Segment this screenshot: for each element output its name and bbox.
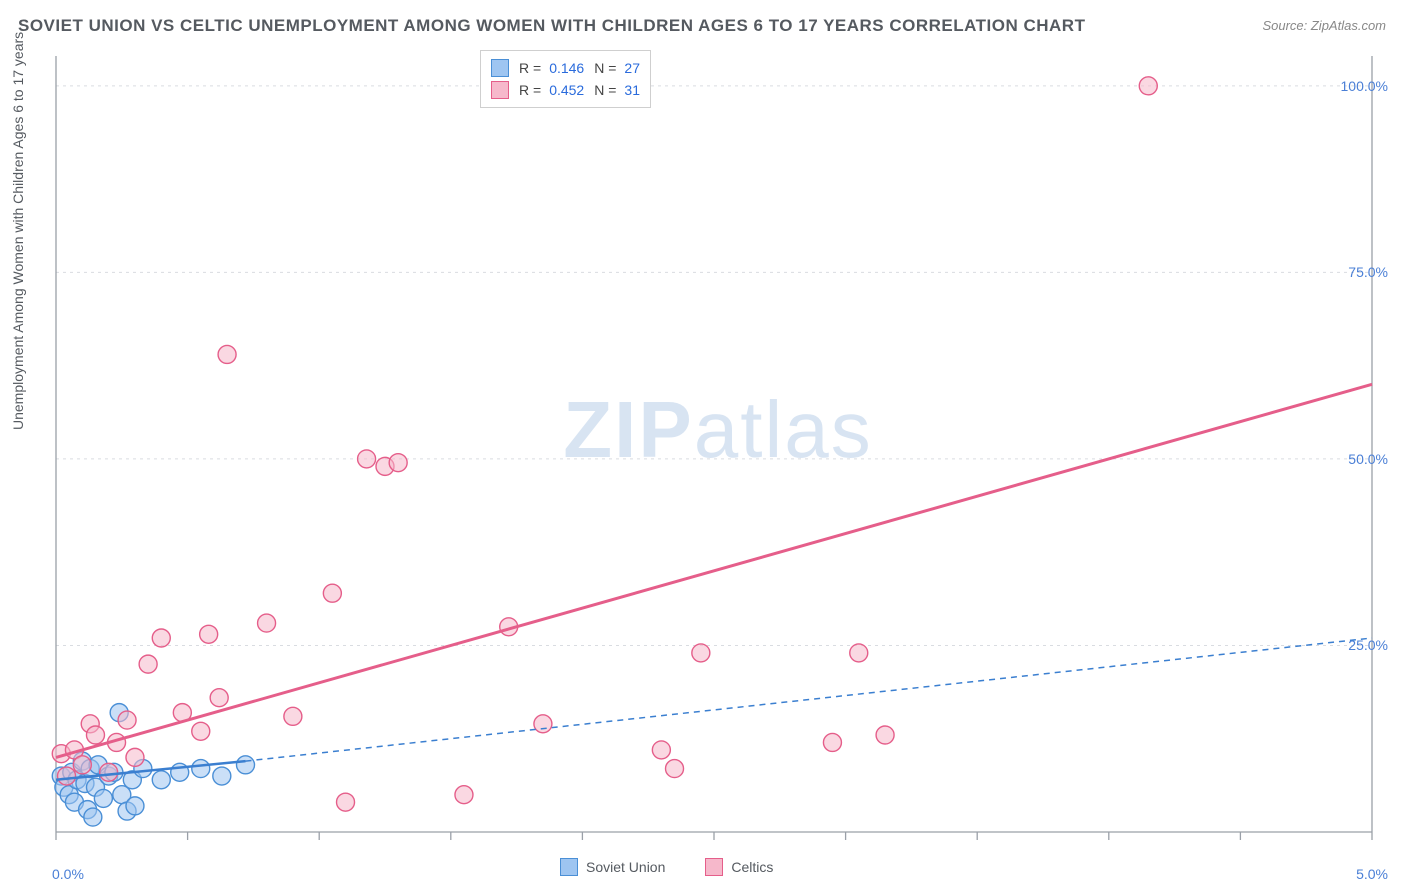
bottom-legend: Soviet Union Celtics <box>560 858 773 876</box>
y-tick-label: 50.0% <box>1348 451 1388 467</box>
legend-stats-box: R = 0.146 N = 27 R = 0.452 N = 31 <box>480 50 651 108</box>
x-axis-max-label: 5.0% <box>1356 866 1388 882</box>
scatter-chart-svg <box>50 46 1386 846</box>
chart-area: ZIPatlas <box>50 46 1386 846</box>
y-tick-label: 25.0% <box>1348 637 1388 653</box>
chart-title: SOVIET UNION VS CELTIC UNEMPLOYMENT AMON… <box>18 16 1085 36</box>
y-axis-label: Unemployment Among Women with Children A… <box>10 32 26 430</box>
y-tick-label: 75.0% <box>1348 264 1388 280</box>
legend-item-celtics: Celtics <box>705 858 773 876</box>
y-tick-label: 100.0% <box>1341 78 1388 94</box>
x-axis-min-label: 0.0% <box>52 866 84 882</box>
legend-swatch-celtics <box>705 858 723 876</box>
r-label: R = <box>519 57 541 79</box>
legend-item-soviet: Soviet Union <box>560 858 665 876</box>
legend-swatch-soviet <box>491 59 509 77</box>
legend-label-celtics: Celtics <box>731 859 773 875</box>
n-label: N = <box>594 57 616 79</box>
legend-label-soviet: Soviet Union <box>586 859 665 875</box>
r-label: R = <box>519 79 541 101</box>
n-value-soviet: 27 <box>624 57 640 79</box>
legend-swatch-celtics <box>491 81 509 99</box>
legend-swatch-soviet <box>560 858 578 876</box>
legend-stats-row: R = 0.146 N = 27 <box>491 57 640 79</box>
n-label: N = <box>594 79 616 101</box>
r-value-soviet: 0.146 <box>549 57 584 79</box>
legend-stats-row: R = 0.452 N = 31 <box>491 79 640 101</box>
source-label: Source: ZipAtlas.com <box>1262 18 1386 33</box>
n-value-celtics: 31 <box>624 79 640 101</box>
r-value-celtics: 0.452 <box>549 79 584 101</box>
